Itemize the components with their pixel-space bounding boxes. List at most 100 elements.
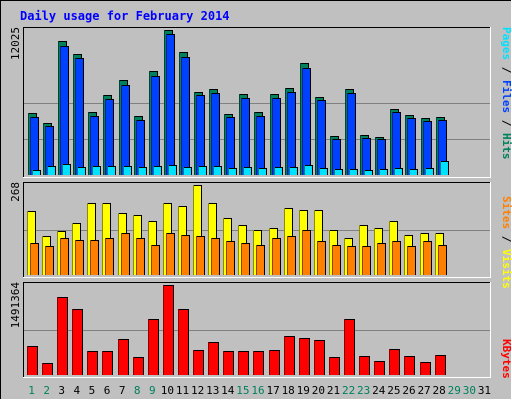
bar-files-day-14	[226, 117, 235, 175]
bar-pages-day-20-fill	[319, 168, 328, 175]
bar-kbytes-day-3-fill	[57, 297, 68, 375]
panel-3	[23, 282, 491, 378]
bar-files-day-15-fill	[241, 98, 250, 175]
bar-files-day-5	[90, 116, 99, 175]
bar-kbytes-day-14	[223, 351, 234, 375]
bar-sites-day-17-fill	[272, 238, 281, 275]
panel-2-legend: Sites / Visits	[500, 196, 512, 289]
bar-kbytes-day-4-fill	[72, 309, 83, 375]
bar-pages-day-21-fill	[334, 169, 343, 175]
bar-pages-day-24-fill	[379, 169, 388, 175]
bar-sites-day-25-fill	[392, 241, 401, 275]
bar-files-day-3-fill	[60, 46, 69, 175]
bar-kbytes-day-13	[208, 342, 219, 375]
bar-kbytes-day-28-fill	[435, 355, 446, 375]
bar-files-day-26-fill	[407, 118, 416, 175]
bar-pages-day-1-fill	[32, 170, 41, 175]
bar-kbytes-day-21	[329, 357, 340, 375]
day-label-6: 6	[104, 384, 111, 397]
bar-sites-day-4-fill	[75, 240, 84, 275]
bar-sites-day-1-fill	[30, 243, 39, 275]
bar-files-day-18	[287, 92, 296, 175]
bar-pages-day-6	[107, 166, 116, 175]
day-label-2: 2	[43, 384, 50, 397]
bar-pages-day-13	[213, 166, 222, 175]
legend-kbytes: KBytes	[500, 339, 512, 379]
bar-pages-day-2-fill	[47, 166, 56, 175]
bar-sites-day-19-fill	[302, 230, 311, 275]
bar-kbytes-day-8-fill	[133, 357, 144, 375]
bar-pages-day-12	[198, 166, 207, 175]
bar-pages-day-28	[440, 161, 449, 175]
bar-pages-day-22-fill	[349, 169, 358, 175]
bar-sites-day-12-fill	[196, 236, 205, 275]
bar-pages-day-16	[258, 168, 267, 175]
bar-kbytes-day-3	[57, 297, 68, 375]
bar-sites-day-19	[302, 230, 311, 275]
legend-sep-2: /	[500, 113, 512, 133]
day-label-23: 23	[357, 384, 370, 397]
day-label-12: 12	[191, 384, 204, 397]
bar-pages-day-22	[349, 169, 358, 175]
bar-pages-day-2	[47, 166, 56, 175]
bar-pages-day-27-fill	[425, 168, 434, 175]
bar-kbytes-day-17	[269, 350, 280, 375]
bar-files-day-17-fill	[272, 98, 281, 175]
day-label-20: 20	[312, 384, 325, 397]
bar-sites-day-10-fill	[166, 233, 175, 275]
bar-files-day-10-fill	[166, 34, 175, 175]
day-label-3: 3	[58, 384, 65, 397]
day-label-19: 19	[297, 384, 310, 397]
bar-sites-day-28	[438, 245, 447, 275]
bar-kbytes-day-2-fill	[42, 363, 53, 375]
bar-pages-day-26-fill	[409, 169, 418, 175]
bar-pages-day-7	[123, 166, 132, 175]
day-label-27: 27	[417, 384, 430, 397]
bar-kbytes-day-5	[87, 351, 98, 375]
bar-files-day-5-fill	[90, 116, 99, 175]
day-label-14: 14	[221, 384, 235, 397]
bar-sites-day-13	[211, 238, 220, 275]
bar-kbytes-day-26-fill	[404, 356, 415, 375]
bar-files-day-2-fill	[45, 126, 54, 175]
bar-sites-day-26	[407, 246, 416, 275]
bar-pages-day-8	[138, 167, 147, 175]
bar-sites-day-5-fill	[90, 240, 99, 275]
bar-pages-day-10-fill	[168, 165, 177, 175]
bar-files-day-14-fill	[226, 117, 235, 175]
bar-files-day-19-fill	[302, 68, 311, 175]
bar-kbytes-day-23-fill	[359, 356, 370, 375]
bar-sites-day-23-fill	[362, 246, 371, 275]
bar-sites-day-6-fill	[105, 238, 114, 275]
bar-sites-day-8	[136, 238, 145, 275]
bar-pages-day-9-fill	[153, 166, 162, 175]
bar-kbytes-day-17-fill	[269, 350, 280, 375]
panel-1	[23, 27, 491, 178]
bar-pages-day-20	[319, 168, 328, 175]
bar-pages-day-24	[379, 169, 388, 175]
bar-kbytes-day-22	[344, 319, 355, 375]
bar-files-day-1-fill	[30, 117, 39, 175]
bar-pages-day-25-fill	[394, 168, 403, 175]
bar-files-day-22-fill	[347, 93, 356, 175]
day-label-28: 28	[433, 384, 446, 397]
bar-pages-day-15	[243, 167, 252, 175]
bar-sites-day-5	[90, 240, 99, 275]
bar-files-day-15	[241, 98, 250, 175]
legend-files: Files	[500, 80, 512, 113]
bar-pages-day-11	[183, 167, 192, 175]
bar-files-day-20	[317, 100, 326, 175]
bar-pages-day-5	[92, 166, 101, 175]
bar-kbytes-day-22-fill	[344, 319, 355, 375]
day-label-5: 5	[89, 384, 96, 397]
bar-sites-day-8-fill	[136, 238, 145, 275]
day-label-13: 13	[206, 384, 219, 397]
bar-sites-day-27	[423, 241, 432, 275]
day-label-11: 11	[176, 384, 189, 397]
bar-kbytes-day-13-fill	[208, 342, 219, 375]
bar-pages-day-28-fill	[440, 161, 449, 175]
bar-kbytes-day-27-fill	[420, 362, 431, 375]
bar-kbytes-day-14-fill	[223, 351, 234, 375]
bar-pages-day-15-fill	[243, 167, 252, 175]
